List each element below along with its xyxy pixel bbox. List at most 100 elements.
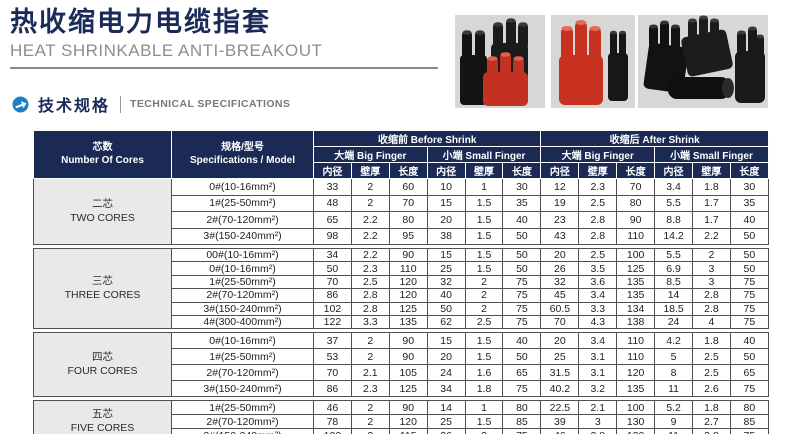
value-cell: 34 — [313, 247, 352, 263]
value-cell: 40.2 — [540, 380, 580, 398]
value-cell: 2.2 — [691, 227, 731, 245]
value-cell: 75 — [729, 380, 769, 398]
group-gap-cell — [33, 328, 769, 333]
value-cell: 2 — [464, 288, 504, 303]
group-label-cn: 五芯 — [92, 408, 113, 421]
value-cell: 90 — [616, 211, 656, 229]
value-cell: 1.5 — [464, 247, 504, 263]
spec-row: 2#(70-120mm²) 65 2.2 80 20 1.5 40 23 2.8 90 8.8 1.7… — [34, 211, 769, 229]
value-cell: 80 — [729, 400, 769, 416]
value-cell: 90 — [388, 400, 428, 416]
value-cell: 50 — [502, 261, 542, 276]
section-title-chinese: 技术规格 — [38, 98, 111, 115]
value-cell: 20 — [540, 332, 580, 350]
value-cell: 2 — [350, 194, 390, 212]
product-photo-red-boot — [551, 15, 635, 108]
value-cell: 1.7 — [691, 211, 731, 229]
value-cell: 1.8 — [691, 178, 731, 196]
value-cell: 22.5 — [540, 400, 580, 416]
value-cell: 1.5 — [464, 332, 504, 350]
value-cell: 75 — [729, 314, 769, 330]
value-cell: 120 — [616, 364, 656, 382]
value-cell: 1.8 — [691, 332, 731, 350]
value-cell: 2 — [350, 428, 390, 434]
blue-globe-arrow-icon — [12, 96, 29, 112]
spec-row: 1#(25-50mm²) 53 2 90 20 1.5 50 25 3.1 110 5 2.5 50 — [34, 348, 769, 366]
value-cell: 2.8 — [578, 211, 618, 229]
value-cell: 53 — [313, 348, 352, 366]
col-header-after-shrink: 收缩后 After Shrink — [540, 130, 769, 147]
value-cell: 50 — [729, 348, 769, 366]
value-cell: 3 — [691, 261, 731, 276]
value-cell: 2.3 — [350, 380, 390, 398]
product-photo-black-boots — [455, 15, 545, 108]
value-cell: 138 — [616, 314, 656, 330]
value-cell: 2.8 — [691, 301, 731, 316]
value-cell: 5.5 — [654, 247, 693, 263]
col-header-big-finger-before: 大端 Big Finger — [313, 146, 428, 163]
col-header-length: 长度 — [616, 162, 656, 179]
spec-row: 二芯 TWO CORES 0#(10-16mm²) 33 2 60 10 1 30 12 2.3 70… — [33, 178, 769, 245]
section-title-english: TECHNICAL SPECIFICATIONS — [130, 98, 291, 110]
value-cell: 110 — [616, 227, 656, 245]
value-cell: 40 — [502, 332, 542, 350]
value-cell: 75 — [502, 428, 542, 434]
value-cell: 105 — [388, 364, 428, 382]
value-cell: 2.5 — [578, 194, 618, 212]
value-cell: 90 — [388, 332, 428, 350]
value-cell: 2 — [464, 428, 504, 434]
value-cell: 50 — [502, 227, 542, 245]
page-header: 热收缩电力电缆指套 HEAT SHRINKABLE ANTI-BREAKOUT — [10, 7, 322, 61]
spec-table-header: 芯数 Number Of Cores 规格/型号 Specifications … — [33, 130, 769, 179]
spec-model-cell: 00#(10-16mm²) — [171, 247, 314, 263]
spec-model-cell: 3#(150-240mm²) — [171, 301, 314, 316]
spec-model-cell: 3#(150-240mm²) — [171, 380, 314, 398]
value-cell: 11 — [654, 428, 693, 434]
value-cell: 2.5 — [691, 348, 731, 366]
spec-table-body: 二芯 TWO CORES 0#(10-16mm²) 33 2 60 10 1 30 12 2.3 70… — [33, 178, 769, 434]
value-cell: 8.5 — [654, 274, 693, 290]
value-cell: 3.5 — [578, 261, 618, 276]
value-cell: 35 — [502, 194, 542, 212]
value-cell: 4.2 — [654, 332, 693, 350]
spec-row: 2#(70-120mm²) 78 2 120 25 1.5 85 39 3 130 9 2.7 85 — [34, 414, 769, 430]
group-label-four-cores: 四芯 FOUR CORES — [33, 332, 172, 398]
spec-model-cell: 0#(10-16mm²) — [171, 261, 314, 276]
col-header-length: 长度 — [729, 162, 769, 179]
value-cell: 9 — [654, 414, 693, 430]
value-cell: 12 — [540, 178, 580, 196]
group-label-en: FOUR CORES — [67, 364, 138, 377]
col-header-small-finger-after: 小端 Small Finger — [654, 146, 769, 163]
value-cell: 15 — [426, 332, 466, 350]
col-header-inner-dia: 内径 — [654, 162, 693, 179]
value-cell: 20 — [540, 247, 580, 263]
value-cell: 1.5 — [464, 348, 504, 366]
value-cell: 2.1 — [350, 364, 390, 382]
spec-row: 0#(10-16mm²) 50 2.3 110 25 1.5 50 26 3.5 125 6.9 3 5… — [34, 261, 769, 276]
value-cell: 2.6 — [691, 380, 731, 398]
value-cell: 46 — [313, 400, 352, 416]
value-cell: 75 — [729, 301, 769, 316]
spec-table: 芯数 Number Of Cores 规格/型号 Specifications … — [33, 130, 769, 434]
value-cell: 2 — [350, 178, 390, 196]
value-cell: 50 — [502, 348, 542, 366]
value-cell: 1.7 — [691, 194, 731, 212]
value-cell: 23 — [540, 211, 580, 229]
value-cell: 2 — [350, 414, 390, 430]
value-cell: 24 — [426, 364, 466, 382]
black-breakout-boot-group-illustration — [643, 15, 765, 103]
value-cell: 2 — [691, 247, 731, 263]
value-cell: 8.8 — [654, 211, 693, 229]
value-cell: 98 — [313, 227, 352, 245]
value-cell: 2.5 — [691, 364, 731, 382]
value-cell: 3 — [691, 274, 731, 290]
value-cell: 40 — [729, 211, 769, 229]
value-cell: 14.2 — [654, 227, 693, 245]
spec-model-cell: 3#(150-240mm²) — [171, 227, 314, 245]
value-cell: 15 — [426, 194, 466, 212]
value-cell: 2.7 — [691, 414, 731, 430]
value-cell: 4 — [691, 314, 731, 330]
value-cell: 85 — [502, 414, 542, 430]
value-cell: 2.5 — [464, 314, 504, 330]
value-cell: 18.5 — [654, 301, 693, 316]
